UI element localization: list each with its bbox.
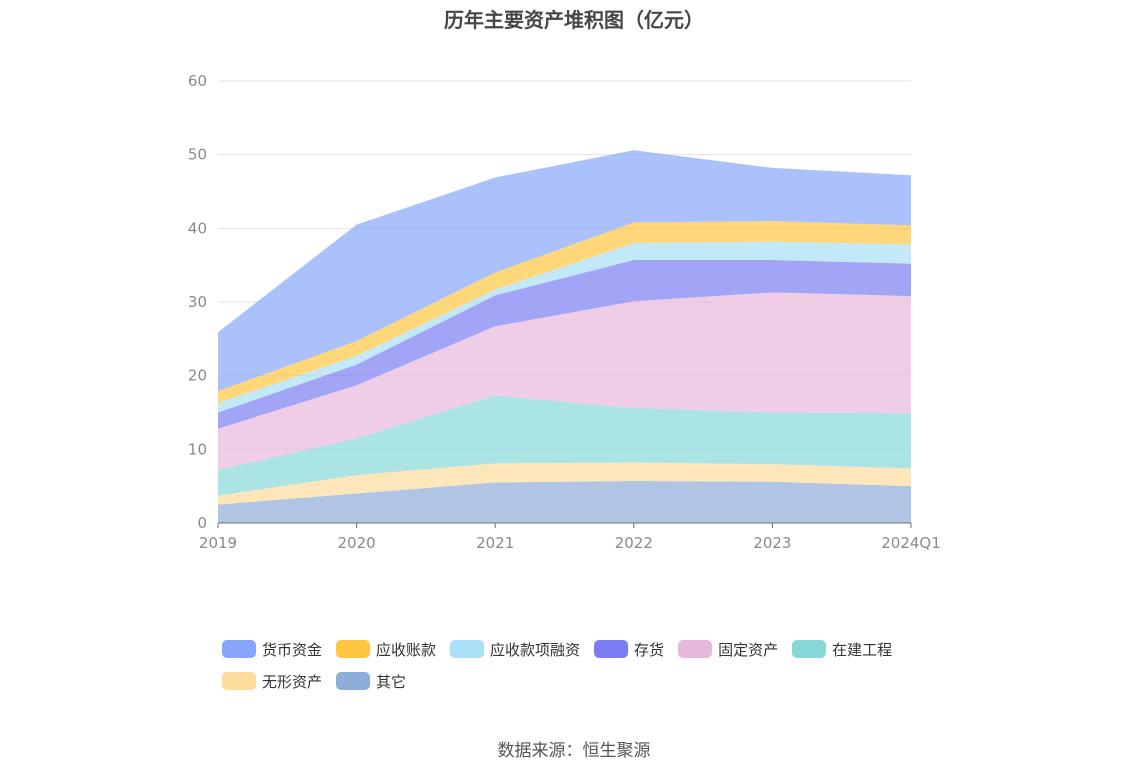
legend-label: 固定资产 [718,640,779,659]
area-应收款项融资[interactable] [218,241,911,413]
legend-swatch [594,640,629,658]
x-tick-label: 2024Q1 [881,534,941,552]
legend-item[interactable]: 固定资产 [678,638,778,660]
area-series [218,150,911,523]
legend-swatch [222,640,256,658]
x-tick-label: 2019 [199,534,237,552]
y-tick-label: 20 [188,367,207,385]
legend-label: 无形资产 [262,672,323,691]
area-固定资产[interactable] [218,292,911,470]
legend-swatch [222,672,256,690]
legend-label: 存货 [634,640,665,659]
x-tick-label: 2020 [338,534,376,552]
legend-label: 其它 [376,672,407,691]
legend-swatch [792,640,827,658]
legend-item[interactable]: 无形资产 [222,670,322,692]
legend-swatch [678,640,713,658]
legend: 货币资金 应收账款 应收款项融资 存货 固定资产 在建工程无形资产 其它 [222,638,942,702]
stacked-area-chart: 0 10 20 30 40 50 60 2019 2020 2021 2022 2023 2024Q1 [188,72,941,552]
y-tick-label: 60 [188,72,207,90]
chart-title: 历年主要资产堆积图（亿元） [444,8,704,32]
x-tick-label: 2022 [615,534,653,552]
y-tick-label: 50 [188,146,207,164]
axes: 0 10 20 30 40 50 60 2019 2020 2021 2022 2023 2024Q1 [188,72,941,552]
legend-swatch [336,672,371,690]
area-货币资金[interactable] [218,150,911,392]
legend-item[interactable]: 应收款项融资 [450,638,580,660]
legend-swatch [336,640,371,658]
legend-label: 应收款项融资 [490,640,581,659]
x-tick-label: 2023 [753,534,791,552]
x-tick-label: 2021 [476,534,514,552]
y-tick-label: 10 [188,440,207,458]
legend-item[interactable]: 其它 [336,670,406,692]
area-无形资产[interactable] [218,462,911,505]
area-存货[interactable] [218,260,911,429]
legend-label: 应收账款 [376,640,437,659]
y-tick-label: 40 [188,219,207,237]
area-应收账款[interactable] [218,220,911,403]
legend-item[interactable]: 货币资金 [222,638,322,660]
data-source: 数据来源：恒生聚源 [497,741,651,761]
area-其它[interactable] [218,481,911,523]
y-tick-label: 30 [188,293,207,311]
y-tick-label: 0 [197,514,207,532]
legend-item[interactable]: 存货 [594,638,664,660]
legend-label: 货币资金 [262,640,323,659]
legend-label: 在建工程 [832,640,893,659]
area-在建工程[interactable] [218,395,911,496]
legend-item[interactable]: 应收账款 [336,638,436,660]
legend-swatch [450,640,485,658]
legend-item[interactable]: 在建工程 [792,638,892,660]
